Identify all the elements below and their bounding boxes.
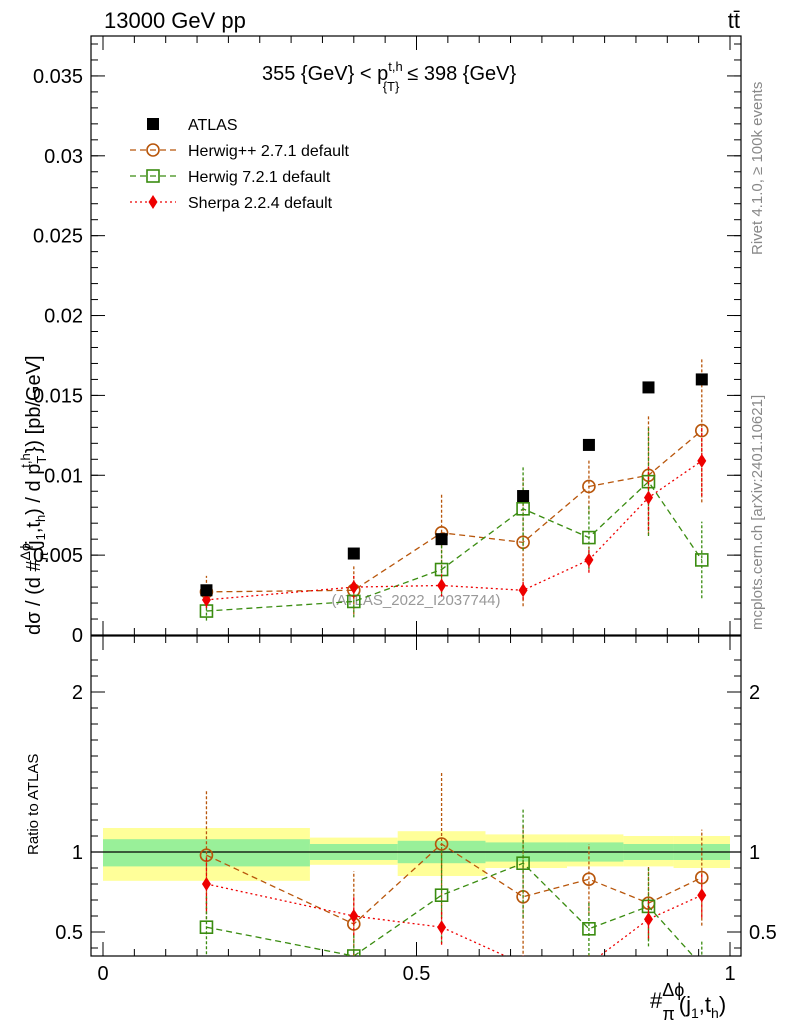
main-data-point [347, 547, 360, 560]
ratio-data-point [199, 920, 214, 935]
main-data-point [642, 381, 655, 394]
ratio-y-tick-label: 1 [72, 842, 83, 864]
ratio-data-point [349, 909, 359, 923]
legend-marker [147, 118, 159, 130]
ratio-y-tick-label: 2 [72, 682, 83, 704]
main-data-point [349, 580, 359, 595]
main-title: 355 {GeV} < pt,h {T}≤ 398 {GeV} [262, 59, 516, 94]
legend-item: Herwig 7.2.1 default [130, 169, 331, 186]
legend-label: ATLAS [188, 117, 238, 134]
ratio-data-point [516, 856, 530, 871]
ratio-data-point [346, 949, 361, 956]
x-tick-label: 0 [97, 963, 108, 985]
x-tick-label: 0.5 [403, 963, 431, 985]
ratio-series-line [206, 883, 703, 956]
main-series-line [206, 430, 703, 593]
ratio-data-point [696, 960, 708, 972]
ratio-y-tick-label-right: 2 [749, 682, 760, 704]
main-data-point [582, 438, 595, 451]
ratio-data-point [582, 921, 596, 936]
legend-label: Sherpa 2.2.4 default [188, 195, 333, 212]
legend-item: Sherpa 2.2.4 default [130, 195, 333, 212]
x-axis-label: #Δϕ π (j1,th) [650, 980, 726, 1024]
main-y-tick-label: 0.01 [44, 465, 83, 487]
main-series-circle-open [199, 358, 709, 615]
mcplots-label: mcplots.cern.ch [arXiv:2401.10621] [749, 395, 766, 630]
ratio-data-point [643, 912, 653, 927]
main-y-tick-label: 0.03 [44, 146, 83, 168]
watermark: (ATLAS_2022_I2037744) [331, 592, 500, 609]
main-y-tick-label: 0.025 [33, 226, 83, 248]
main-data-point [437, 578, 447, 593]
legend: ATLAS Herwig++ 2.7.1 default Herwig 7.2.1 … [130, 117, 350, 212]
uncertainty-bands [103, 828, 730, 881]
main-y-tick-label: 0 [72, 625, 83, 647]
main-data-point [694, 423, 709, 438]
ratio-y-tick-label-right: 0.5 [749, 922, 777, 944]
main-data-point [643, 490, 653, 505]
main-series-square-filled [200, 373, 708, 597]
main-data-point [516, 502, 530, 516]
ratio-data-point [584, 957, 593, 971]
ratio-y-tick-label: 0.5 [55, 922, 83, 944]
legend-item: ATLAS [147, 117, 238, 134]
main-data-point [697, 453, 707, 468]
legend-marker [146, 169, 160, 183]
main-series-diamond-filled [201, 425, 707, 608]
main-data-point [582, 530, 596, 545]
legend-item: Herwig++ 2.7.1 default [130, 143, 350, 160]
main-y-axis-label: dσ / (d #Δϕ π(j1,th) / d pTt,h}) [pb/GeV] [17, 355, 51, 635]
ratio-data-point [437, 920, 447, 935]
ratio-series-diamond-filled [201, 856, 707, 971]
main-data-point [695, 373, 708, 386]
rivet-version-label: Rivet 4.1.0, ≥ 100k events [749, 82, 766, 255]
ratio-data-point [201, 877, 211, 891]
ratio-data-point [434, 888, 449, 903]
process-label: tt̄ [728, 8, 740, 33]
main-y-tick-label: 0.02 [44, 306, 83, 328]
main-data-point [694, 553, 709, 567]
main-panel: 0 0.005 0.01 0.015 0.02 0.025 0.03 0.035 (ATLAS_… [33, 35, 742, 647]
main-data-point [584, 552, 594, 567]
ratio-panel: 0.5 0.5 1 1 2 2 0 0.5 1 [55, 635, 777, 985]
ratio-y-tick-label-right: 1 [749, 842, 760, 864]
main-data-point [518, 583, 528, 598]
legend-label: Herwig 7.2.1 default [188, 169, 331, 186]
main-data-point [435, 533, 448, 546]
ratio-data-point [582, 872, 596, 887]
main-data-point [200, 584, 213, 597]
main-data-point [201, 592, 211, 607]
main-data-point [517, 490, 530, 503]
ratio-data-point [434, 837, 449, 851]
main-y-tick-label: 0.015 [33, 385, 83, 407]
main-series-line [206, 460, 703, 601]
legend-marker [146, 143, 160, 157]
ratio-data-point [519, 957, 528, 971]
x-tick-label: 1 [724, 963, 735, 985]
main-y-tick-label: 0.005 [33, 545, 83, 567]
legend-marker [148, 195, 158, 209]
ratio-y-axis-label: Ratio to ATLAS [25, 754, 42, 855]
main-y-tick-label: 0.035 [33, 66, 83, 88]
ratio-data-point [697, 888, 707, 903]
ratio-data-point [694, 870, 709, 885]
legend-label: Herwig++ 2.7.1 default [188, 143, 350, 160]
main-data-point [582, 479, 596, 494]
energy-label: 13000 GeV pp [104, 8, 246, 33]
